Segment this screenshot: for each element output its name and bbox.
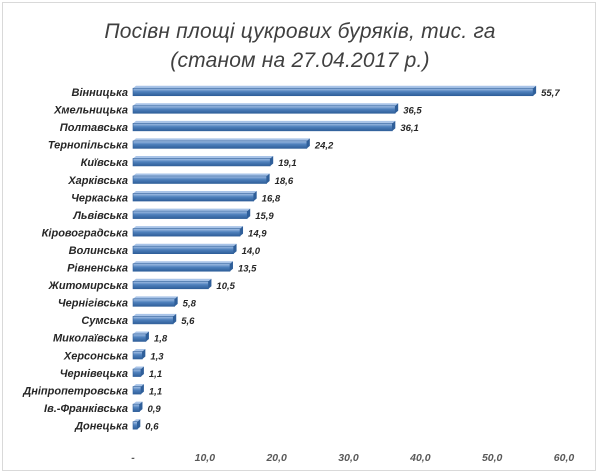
category-label: Тернопільська	[48, 140, 128, 152]
category-label: Житомирська	[48, 280, 128, 292]
value-label: 5,8	[183, 299, 197, 310]
chart-title: Посівн площі цукрових буряків, тис. га	[104, 20, 496, 43]
bar	[132, 103, 399, 114]
category-label: Сумська	[81, 315, 128, 327]
x-tick-label: 30,0	[338, 452, 359, 464]
value-label: 18,6	[275, 176, 294, 187]
bar	[132, 226, 244, 237]
bar	[132, 349, 146, 360]
value-label: 0,9	[147, 404, 161, 415]
category-label: Полтавська	[60, 122, 128, 134]
category-label: Харківська	[67, 175, 128, 187]
value-label: 36,1	[400, 123, 419, 134]
category-label: Дніпропетровська	[22, 385, 128, 397]
value-label: 5,6	[181, 316, 195, 327]
bar	[132, 120, 396, 132]
category-label: Ів.-Франківська	[44, 403, 128, 415]
category-label: Кіровоградська	[42, 227, 128, 239]
category-label: Київська	[81, 157, 128, 169]
x-tick-label: 10,0	[195, 452, 216, 464]
category-label: Донецька	[74, 420, 128, 432]
x-tick-label: 50,0	[482, 452, 503, 464]
value-label: 16,8	[262, 193, 281, 204]
value-label: 10,5	[216, 281, 235, 292]
bar	[132, 331, 149, 342]
chart-subtitle: (станом на 27.04.2017 р.)	[170, 49, 430, 72]
category-label: Львівська	[72, 210, 128, 222]
category-label: Чернівецька	[60, 368, 128, 380]
value-label: 36,5	[403, 106, 422, 117]
bar	[132, 138, 310, 149]
category-label: Волинська	[69, 245, 128, 257]
value-label: 14,0	[242, 246, 261, 257]
bar	[132, 261, 233, 272]
category-label: Вінницька	[72, 87, 128, 99]
value-label: 1,1	[149, 369, 162, 380]
bar	[132, 85, 537, 97]
category-label: Херсонська	[63, 350, 128, 362]
bar	[132, 155, 274, 167]
value-label: 19,1	[278, 158, 297, 169]
bar	[132, 419, 141, 430]
bar	[132, 401, 143, 412]
value-label: 15,9	[255, 211, 274, 222]
bar	[132, 278, 212, 290]
bar	[132, 191, 257, 202]
x-tick-label: -	[131, 452, 135, 464]
bar	[132, 313, 177, 325]
bar	[132, 243, 237, 254]
x-tick-label: 60,0	[554, 452, 575, 464]
category-label: Миколаївська	[53, 333, 128, 345]
value-label: 0,6	[145, 421, 159, 432]
category-label: Хмельницька	[53, 105, 128, 117]
bar	[132, 296, 178, 307]
bar	[132, 366, 144, 377]
value-label: 24,2	[314, 141, 334, 152]
value-label: 1,8	[154, 334, 168, 345]
value-label: 1,1	[149, 386, 162, 397]
category-label: Черкаська	[71, 192, 128, 204]
value-label: 55,7	[541, 88, 560, 99]
x-tick-label: 20,0	[265, 452, 287, 464]
category-label: Рівненська	[67, 263, 128, 275]
x-tick-label: 40,0	[409, 452, 431, 464]
bar	[132, 384, 144, 395]
bar	[132, 173, 270, 184]
value-label: 13,5	[238, 264, 257, 275]
bar	[132, 208, 251, 219]
category-label: Чернігівська	[58, 298, 128, 310]
value-label: 1,3	[150, 351, 164, 362]
chart-frame	[2, 2, 596, 471]
value-label: 14,9	[248, 228, 267, 239]
